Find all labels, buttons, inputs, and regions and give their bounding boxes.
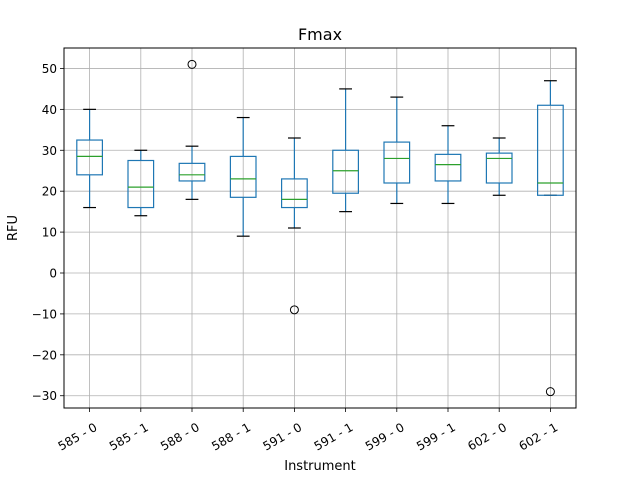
box-599-0 — [383, 96, 411, 205]
grid-lines — [64, 48, 576, 408]
outlier-point — [545, 387, 555, 397]
x-tick-label: 599 - 0 — [363, 420, 407, 453]
y-tick-label: −20 — [32, 348, 57, 362]
box-iqr — [383, 141, 411, 184]
x-tick-label: 591 - 1 — [312, 420, 356, 453]
box-iqr — [76, 139, 104, 176]
box-iqr — [434, 153, 462, 182]
box-iqr — [178, 162, 206, 182]
outlier-point — [187, 59, 197, 69]
x-tick-label: 591 - 0 — [260, 420, 304, 453]
y-axis-label: RFU — [6, 215, 21, 241]
box-588-0 — [178, 59, 206, 200]
box-599-1 — [434, 125, 462, 205]
box-iqr — [229, 155, 257, 198]
box-iqr — [536, 104, 564, 196]
outlier-point — [289, 305, 299, 315]
x-tick-label: 585 - 1 — [107, 420, 151, 453]
box-585-1 — [127, 149, 155, 217]
box-588-1 — [229, 116, 257, 237]
x-tick-label: 588 - 1 — [209, 420, 253, 453]
box-585-0 — [76, 108, 104, 209]
y-tick-label: 30 — [42, 144, 57, 158]
x-axis-ticks: 585 - 0 585 - 1 588 - 0 588 - 1 591 - 0 591 -… — [56, 408, 560, 453]
box-iqr — [281, 178, 308, 209]
y-tick-label: 20 — [42, 185, 57, 199]
y-tick-label: 40 — [42, 103, 57, 117]
x-tick-label: 602 - 0 — [465, 420, 509, 453]
box-iqr — [332, 149, 359, 194]
x-tick-label: 602 - 1 — [516, 420, 560, 453]
box-602-1 — [536, 80, 564, 397]
box-iqr — [485, 152, 513, 184]
y-tick-label: 10 — [42, 226, 57, 240]
x-tick-label: 588 - 0 — [158, 420, 202, 453]
box-591-1 — [332, 88, 359, 213]
boxes-group — [76, 59, 564, 397]
y-tick-label: 50 — [42, 62, 57, 76]
chart-title: Fmax — [298, 25, 342, 44]
box-iqr — [127, 159, 155, 209]
x-tick-label: 585 - 0 — [56, 420, 100, 453]
box-602-0 — [485, 137, 513, 196]
x-axis-label: Instrument — [284, 459, 356, 474]
x-tick-label: 599 - 1 — [414, 420, 458, 453]
box-591-0 — [281, 137, 308, 315]
plot-frame — [63, 47, 577, 409]
y-axis-ticks: −30 −20 −10 0 10 20 30 40 50 — [32, 62, 64, 403]
y-tick-label: 0 — [49, 267, 57, 281]
y-tick-label: −10 — [32, 307, 57, 321]
y-tick-label: −30 — [32, 389, 57, 403]
